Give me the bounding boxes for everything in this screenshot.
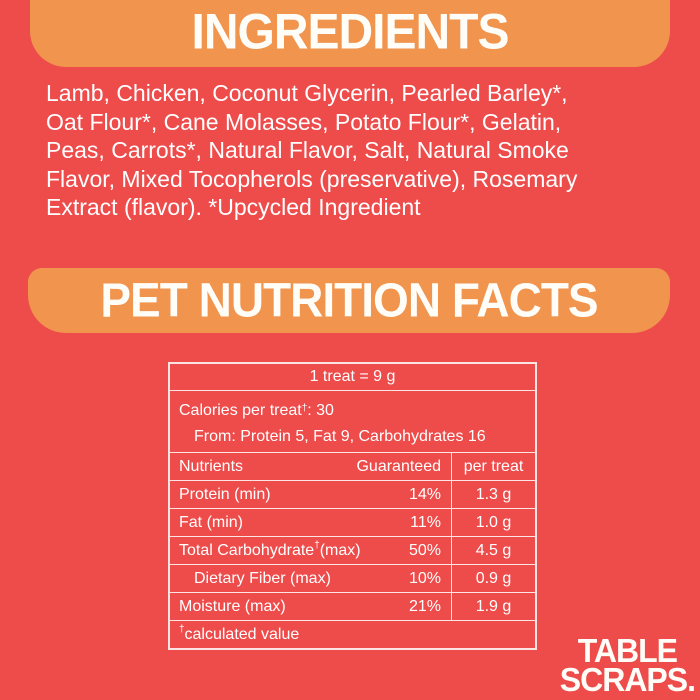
nutrient-guaranteed: 11% <box>410 513 441 531</box>
calories-breakdown: From: Protein 5, Fat 9, Carbohydrates 16 <box>194 428 486 445</box>
nutrient-per-treat: 1.9 g <box>451 593 535 620</box>
calories-label: Calories per treat <box>179 402 302 419</box>
footnote-text: calculated value <box>184 625 300 643</box>
nutrient-guaranteed: 14% <box>408 485 441 503</box>
nutrient-label: Fat (min) <box>170 509 377 536</box>
logo-line-scraps: SCRAPS. <box>559 660 696 699</box>
header-guaranteed: Guaranteed <box>356 457 441 475</box>
nutrient-label-text: Total Carbohydrate <box>179 541 315 559</box>
table-row-carbohydrate: Total Carbohydrate † (max) 50% 4.5 g <box>170 536 535 564</box>
nutrient-label-text: Dietary Fiber (max) <box>194 569 331 587</box>
table-row-protein: Protein (min) 14% 1.3 g <box>170 480 535 508</box>
dagger-mark: † <box>301 402 308 414</box>
table-footnote-row: † calculated value <box>170 620 535 648</box>
calories-value: : 30 <box>307 402 334 419</box>
serving-size-row: 1 treat = 9 g <box>170 364 535 390</box>
ingredients-banner: INGREDIENTS <box>30 0 670 67</box>
table-row-dietary-fiber: Dietary Fiber (max) 10% 0.9 g <box>170 564 535 592</box>
nutrient-label: Protein (min) <box>170 481 377 508</box>
ingredients-text: Lamb, Chicken, Coconut Glycerin, Pearled… <box>46 80 578 220</box>
header-per-treat: per treat <box>451 453 535 480</box>
nutrient-per-treat: 4.5 g <box>451 537 535 564</box>
nutrient-per-treat: 0.9 g <box>451 565 535 592</box>
table-header-row: Nutrients Guaranteed per treat <box>170 452 535 480</box>
nutrient-label-text: Moisture (max) <box>179 597 286 615</box>
nutrient-guaranteed: 10% <box>408 569 441 587</box>
nutrient-label-text: Protein (min) <box>179 485 271 503</box>
nutrient-label-suffix: (max) <box>319 541 361 559</box>
nutrient-guaranteed: 50% <box>408 541 441 559</box>
nutrient-guaranteed: 21% <box>408 597 441 615</box>
nutrient-label: Dietary Fiber (max) <box>170 565 377 592</box>
serving-size-value: 1 treat = 9 g <box>309 368 396 385</box>
nutrition-facts-title: PET NUTRITION FACTS <box>100 272 598 327</box>
nutrient-per-treat: 1.0 g <box>451 509 535 536</box>
table-row-moisture: Moisture (max) 21% 1.9 g <box>170 592 535 620</box>
header-nutrients: Nutrients <box>179 457 244 475</box>
nutrient-label-text: Fat (min) <box>179 513 243 531</box>
calories-row: Calories per treat†: 30 From: Protein 5,… <box>170 390 535 452</box>
nutrient-label: Moisture (max) <box>170 593 377 620</box>
logo-line-table: TABLE <box>577 631 678 670</box>
table-scraps-logo: TABLE SCRAPS. <box>559 631 696 699</box>
nutrient-label: Total Carbohydrate † (max) <box>179 540 361 559</box>
table-row-fat: Fat (min) 11% 1.0 g <box>170 508 535 536</box>
calories-line: Calories per treat†: 30 <box>179 398 535 424</box>
nutrition-facts-banner: PET NUTRITION FACTS <box>28 268 670 333</box>
nutrition-facts-table: 1 treat = 9 g Calories per treat†: 30 Fr… <box>168 362 537 650</box>
ingredients-title: INGREDIENTS <box>191 4 509 60</box>
nutrient-per-treat: 1.3 g <box>451 481 535 508</box>
